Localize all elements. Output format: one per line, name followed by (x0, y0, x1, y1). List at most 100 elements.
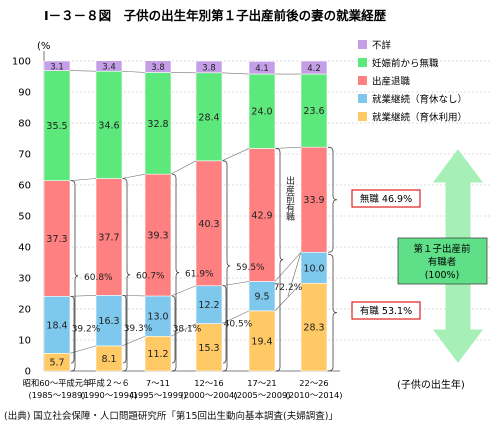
data-label: 28.3 (303, 323, 324, 334)
bars (43, 60, 328, 372)
bar-segment (144, 173, 172, 297)
pointer-line (287, 251, 302, 297)
arrow-label-line: 有職者 (428, 256, 457, 268)
x-axis: 昭和60～平成元年 (1985～1989)平成２～６ (1990～1994) 7～11… (23, 378, 343, 400)
y-axis-label: (% (37, 41, 50, 52)
data-label: 10.0 (303, 263, 324, 274)
bar-segment (248, 281, 276, 312)
mushoku-label: 無職 46.9% (360, 193, 412, 205)
y-tick-label: 20 (18, 305, 31, 316)
y-tick-label: 100 (12, 57, 31, 68)
bar-segment (144, 335, 172, 372)
segment-labels: 5.7 18.4 37.3 35.5 3.1 8.1 16.3 37.7 34.6 3.4 11.2… (46, 62, 324, 368)
connector-line (69, 178, 97, 181)
continued-share-pct: 39.2% (72, 325, 101, 335)
yushoku-label: 有職 53.1% (360, 305, 412, 317)
bracket (171, 173, 180, 372)
data-label: 40.3 (198, 219, 219, 230)
bar-segment (248, 73, 276, 149)
legend-entry: 妊娠前から無職 (372, 58, 439, 70)
continued-share-pct: 40.5% (224, 319, 253, 329)
bar-segment (43, 70, 71, 181)
x-tick-sublabel: (1985～1989) (28, 390, 85, 400)
data-label: 19.4 (251, 336, 272, 347)
data-label: 35.5 (46, 121, 67, 132)
connector-line (221, 281, 250, 287)
employed-before-birth-pct: 59.5% (236, 263, 265, 273)
bar-segment (195, 285, 223, 324)
legend-entry: 出産退職 (372, 76, 411, 88)
data-label: 13.0 (147, 312, 168, 323)
x-tick-sublabel: (1995～1999) (129, 390, 186, 400)
legend-swatch (358, 94, 367, 103)
employed-before-birth-pct: 60.8% (84, 273, 113, 283)
data-label: 3.8 (202, 63, 216, 73)
bracket (275, 148, 284, 372)
x-tick-label: 昭和60～平成元年 (23, 378, 92, 388)
connector-line (170, 285, 197, 297)
x-tick-sublabel: (2010～2014) (285, 390, 342, 400)
data-label: 42.9 (251, 210, 272, 221)
x-tick-label: 17～21 (247, 378, 276, 388)
x-axis-label: (子供の出生年) (397, 378, 465, 391)
legend-swatch (358, 58, 367, 67)
connector-line (274, 283, 302, 312)
data-label: 4.2 (307, 64, 321, 74)
data-label: 4.1 (255, 64, 269, 74)
bar-segment (95, 178, 123, 296)
data-label: 16.3 (98, 316, 119, 327)
bar-segment (95, 345, 123, 372)
bracket (70, 295, 77, 364)
continued-share-pct: 38.1% (173, 324, 202, 334)
bar-segment (195, 72, 223, 162)
bar-segment (248, 148, 276, 282)
bracket (70, 180, 79, 372)
data-label: 23.6 (303, 106, 324, 117)
arrow-label-line: (100%) (425, 270, 460, 281)
connector-line (274, 252, 302, 282)
data-label: 28.4 (198, 112, 219, 123)
legend-entry: 不詳 (372, 40, 392, 52)
data-label: 3.1 (50, 62, 64, 72)
connector-line (274, 146, 302, 149)
data-label: 8.1 (101, 354, 116, 365)
connector-line (121, 173, 146, 179)
legend-swatch (358, 40, 367, 49)
continued-share-pct: 39.3% (124, 324, 153, 334)
data-label: 3.8 (151, 63, 165, 73)
y-tick-label: 10 (18, 336, 31, 347)
bar-segment (43, 180, 71, 297)
arrow-label-box (397, 237, 488, 285)
arrow-label-line: 第１子出産前 (413, 243, 470, 255)
data-label: 11.2 (147, 349, 168, 360)
bar-segment (195, 160, 223, 287)
data-label: 18.4 (46, 320, 67, 331)
bracket (122, 178, 131, 372)
legend-entry: 就業継続（育休利用） (372, 112, 467, 124)
x-tick-sublabel: (2005～2009) (233, 390, 290, 400)
connector-line (121, 336, 146, 347)
connector-line (221, 148, 250, 162)
legend-entry: 就業継続（育休なし） (372, 94, 467, 106)
x-tick-label: 平成２～６ (88, 378, 130, 388)
data-label: 33.9 (303, 195, 324, 206)
connector-line (170, 160, 197, 175)
chart-title: Ⅰ－３－８図 子供の出生年別第１子出産前後の妻の就業経歴 (44, 8, 387, 23)
data-label: 39.3 (147, 231, 168, 242)
employed-before-birth-pct: 60.7% (136, 272, 165, 282)
data-label: 37.3 (46, 234, 67, 245)
x-tick-label: 12～16 (194, 378, 223, 388)
connector-line (221, 72, 250, 75)
data-label: 24.0 (251, 107, 272, 118)
bar-segment (195, 60, 223, 74)
data-label: 37.7 (98, 232, 119, 243)
yushoku-box (351, 301, 421, 320)
data-label: 34.6 (98, 120, 119, 131)
y-tick-label: 50 (18, 212, 31, 223)
connector-line (221, 310, 250, 324)
bar-segment (300, 73, 328, 148)
source-note: (出典) 国立社会保障・人口問題研究所「第15回出生動向基本調査(夫婦調査)」 (4, 411, 338, 422)
bar-segment (95, 295, 123, 347)
x-tick-sublabel: (1990～1994) (80, 390, 137, 400)
